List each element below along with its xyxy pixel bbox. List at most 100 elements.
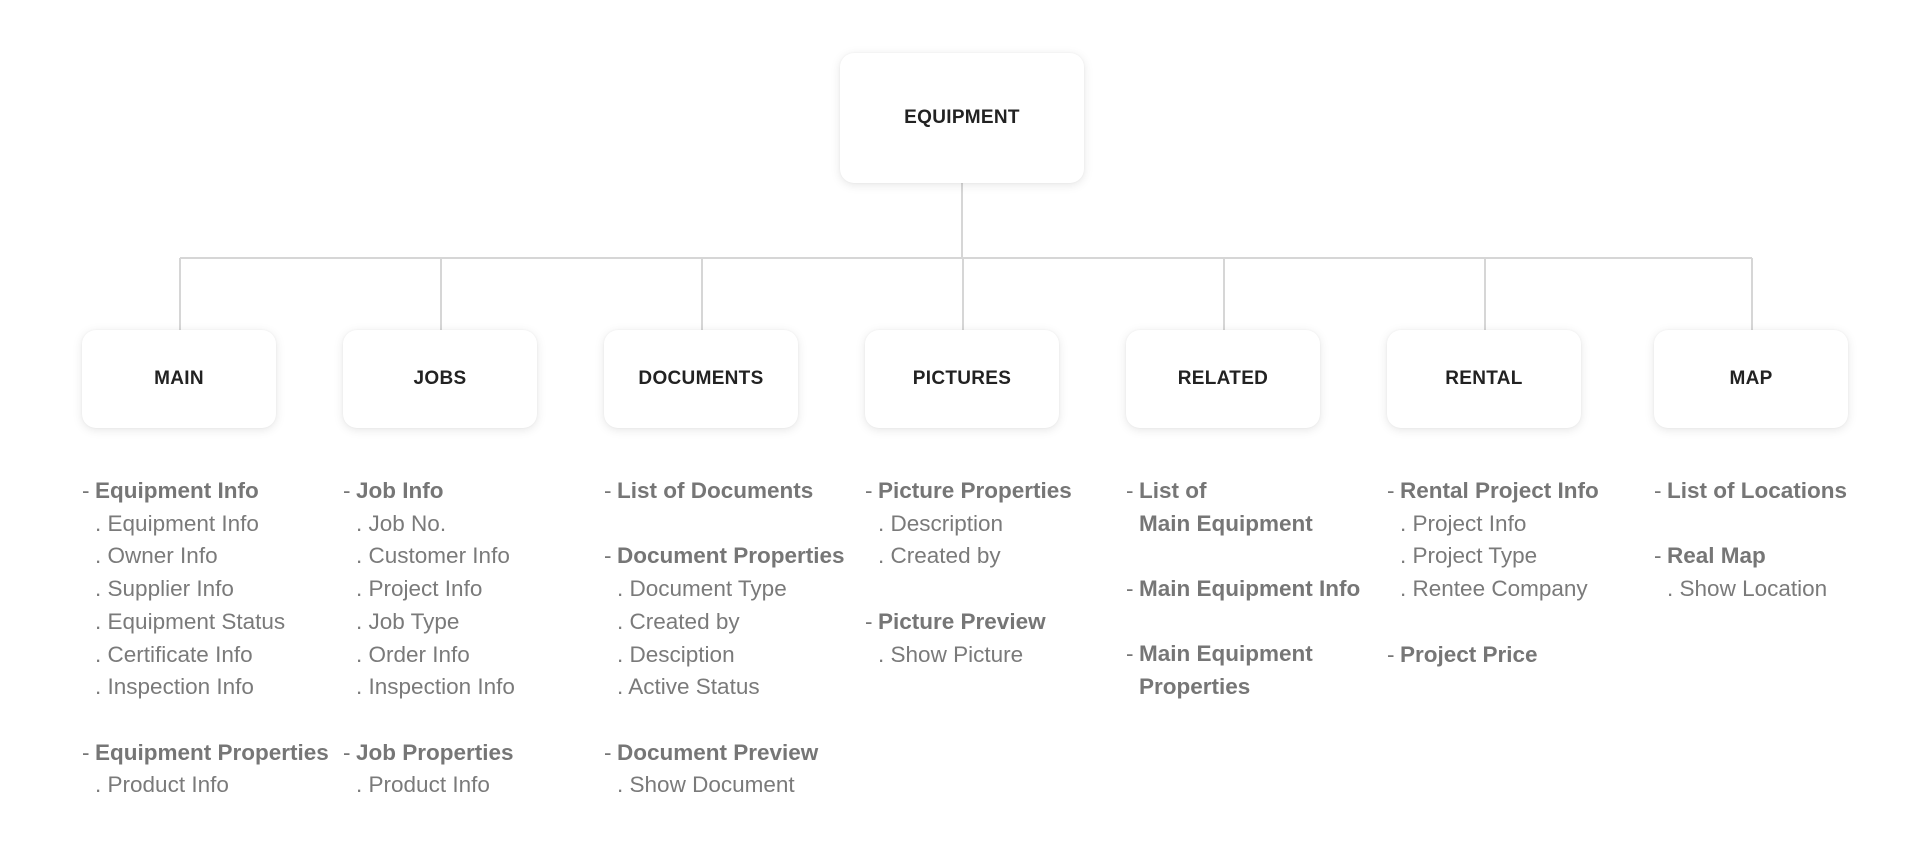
section-title: Equipment Info: [95, 478, 259, 503]
section-marker: -: [1126, 478, 1134, 503]
item-text: Job No.: [368, 510, 447, 536]
list-item: . Product Info: [82, 769, 329, 802]
node-jobs: JOBS: [343, 330, 537, 428]
node-label: MAIN: [154, 368, 204, 389]
item-marker: .: [356, 641, 363, 667]
section-marker: -: [343, 478, 351, 503]
section-marker: -: [82, 739, 90, 765]
node-label: MAP: [1729, 368, 1773, 389]
node-main: MAIN: [82, 330, 276, 428]
item-text: Description: [890, 510, 1004, 536]
section: - Real Map. Show Location: [1654, 540, 1847, 605]
item-text: Show Location: [1679, 576, 1828, 602]
section-marker: -: [604, 739, 612, 765]
section: - Rental Project Info. Project Info. Proj…: [1387, 475, 1599, 606]
item-text: Rentee Company: [1412, 576, 1588, 602]
section-marker: -: [1654, 543, 1662, 569]
section: - Picture Properties. Description. Create…: [865, 475, 1072, 573]
section: - Job Properties. Product Info: [343, 737, 515, 802]
item-marker: .: [95, 576, 102, 602]
section: - Main Equipment Info: [1126, 573, 1360, 606]
list-item: . Inspection Info: [82, 671, 329, 704]
item-text: Inspection Info: [107, 674, 254, 700]
item-marker: .: [356, 674, 363, 700]
section-header: - Main Equipment Info: [1126, 573, 1360, 606]
section-marker: -: [1387, 478, 1395, 503]
item-marker: .: [878, 543, 885, 569]
section-header: - List of Main Equipment: [1126, 475, 1360, 540]
section: - List of Locations: [1654, 475, 1847, 508]
section-header: - Equipment Info: [82, 475, 329, 508]
item-text: Supplier Info: [107, 576, 234, 602]
section-title: Project Price: [1400, 641, 1538, 667]
list-item: . Show Location: [1654, 573, 1847, 606]
node-label: DOCUMENTS: [638, 368, 764, 389]
section: - Project Price: [1387, 639, 1599, 672]
item-text: Project Info: [1412, 510, 1527, 536]
item-text: Inspection Info: [368, 674, 515, 700]
section-title: Document Properties: [617, 543, 845, 569]
node-label: RENTAL: [1445, 368, 1523, 389]
section-marker: -: [82, 478, 90, 503]
list-item: . Customer Info: [343, 540, 515, 573]
item-marker: .: [878, 510, 885, 536]
list-item: . Active Status: [604, 671, 845, 704]
list-item: . Created by: [865, 540, 1072, 573]
section-header: - List of Documents: [604, 475, 845, 508]
item-text: Project Type: [1412, 543, 1538, 569]
node-pictures: PICTURES: [865, 330, 1059, 428]
item-text: Created by: [890, 543, 1001, 569]
section-title: Job Properties: [356, 739, 514, 765]
item-marker: .: [1400, 510, 1407, 536]
item-text: Certificate Info: [107, 641, 253, 667]
item-text: Customer Info: [368, 543, 510, 569]
list-item: . Project Info: [1387, 508, 1599, 541]
section-marker: -: [1126, 576, 1134, 602]
column-main: - Equipment Info. Equipment Info. Owner I…: [82, 475, 329, 802]
list-item: . Show Document: [604, 769, 845, 802]
item-text: Product Info: [107, 772, 229, 798]
section-title: Main Equipment Info: [1139, 576, 1361, 602]
column-related: - List of Main Equipment - Main Equipment I…: [1126, 475, 1360, 704]
item-marker: .: [95, 772, 102, 798]
list-item: . Description: [865, 508, 1072, 541]
root-node-equipment: EQUIPMENT: [840, 53, 1084, 183]
section-header: - Picture Preview: [865, 606, 1072, 639]
item-text: Equipment Status: [107, 608, 286, 634]
item-marker: .: [356, 608, 363, 634]
list-item: . Created by: [604, 606, 845, 639]
section-header: - Equipment Properties: [82, 737, 329, 770]
item-text: Project Info: [368, 576, 483, 602]
list-item: . Job No.: [343, 508, 515, 541]
section-header: - Real Map: [1654, 540, 1847, 573]
list-item: . Supplier Info: [82, 573, 329, 606]
section-title: List of Documents: [617, 478, 814, 503]
item-marker: .: [1400, 543, 1407, 569]
item-marker: .: [1667, 576, 1674, 602]
item-marker: .: [1400, 576, 1407, 602]
column-map: - List of Locations - Real Map. Show Locati…: [1654, 475, 1847, 606]
section-title: Picture Properties: [878, 478, 1072, 503]
section-title: Rental Project Info: [1400, 478, 1599, 503]
item-marker: .: [617, 576, 624, 602]
section-header: - Project Price: [1387, 639, 1599, 672]
node-map: MAP: [1654, 330, 1848, 428]
column-documents: - List of Documents - Document Properties. …: [604, 475, 845, 802]
column-jobs: - Job Info. Job No.. Customer Info. Proje…: [343, 475, 515, 802]
list-item: . Certificate Info: [82, 639, 329, 672]
column-rental: - Rental Project Info. Project Info. Proj…: [1387, 475, 1599, 671]
item-marker: .: [95, 674, 102, 700]
section-header: - List of Locations: [1654, 475, 1847, 508]
root-node-label: EQUIPMENT: [904, 107, 1020, 128]
section-marker: -: [1126, 641, 1134, 667]
section-marker: -: [343, 739, 351, 765]
section-title: Picture Preview: [878, 608, 1046, 634]
section-title: Main Equipment Properties: [1139, 641, 1313, 700]
section-header: - Rental Project Info: [1387, 475, 1599, 508]
list-item: . Inspection Info: [343, 671, 515, 704]
section-header: - Job Properties: [343, 737, 515, 770]
section-marker: -: [604, 543, 612, 569]
item-marker: .: [356, 510, 363, 536]
list-item: . Project Info: [343, 573, 515, 606]
